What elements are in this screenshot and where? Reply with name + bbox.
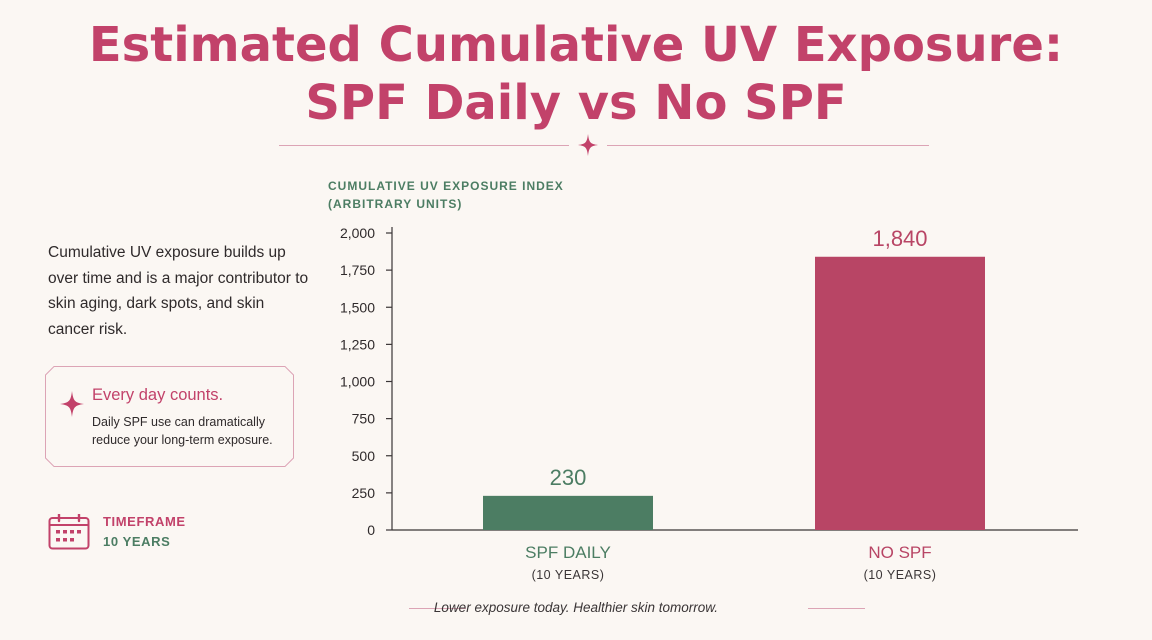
bar-value-label: 230 — [550, 465, 587, 490]
y-tick-label: 500 — [352, 448, 376, 464]
bar-value-label: 1,840 — [872, 226, 927, 251]
title-divider-right — [607, 145, 929, 146]
timeframe-label: TIMEFRAME — [103, 514, 186, 529]
title-divider-left — [279, 145, 569, 146]
y-axis-label-line-1: CUMULATIVE UV EXPOSURE INDEX — [328, 179, 564, 193]
footer-divider-left — [409, 608, 466, 609]
callout-title: Every day counts. — [92, 386, 224, 404]
x-category-label: NO SPF — [868, 543, 931, 562]
y-tick-label: 2,000 — [340, 225, 375, 241]
y-tick-label: 1,250 — [340, 336, 375, 352]
divider-sparkle-icon — [578, 134, 598, 156]
footer-divider-right — [808, 608, 865, 609]
footer-tagline: Lower exposure today. Healthier skin tom… — [433, 600, 719, 615]
x-category-sublabel: (10 YEARS) — [864, 568, 937, 582]
y-tick-label: 250 — [352, 485, 376, 501]
title-line-2: SPF Daily vs No SPF — [305, 75, 847, 131]
intro-text: Cumulative UV exposure builds up over ti… — [48, 244, 309, 338]
callout-frame — [45, 366, 294, 467]
y-tick-label: 0 — [367, 522, 375, 538]
page-title: Estimated Cumulative UV Exposure: SPF Da… — [0, 16, 1152, 132]
bar-no-spf — [815, 256, 985, 530]
y-axis-label: CUMULATIVE UV EXPOSURE INDEX (ARBITRARY … — [328, 177, 564, 213]
bar-spf-daily — [483, 495, 653, 530]
y-tick-label: 1,500 — [340, 299, 375, 315]
callout-box: Every day counts. Daily SPF use can dram… — [45, 366, 294, 467]
y-tick-label: 1,000 — [340, 374, 375, 390]
calendar-icon — [48, 514, 90, 550]
sparkle-icon — [60, 391, 84, 417]
timeframe-value: 10 YEARS — [103, 534, 171, 549]
y-axis-label-line-2: (ARBITRARY UNITS) — [328, 197, 463, 211]
x-category-sublabel: (10 YEARS) — [532, 568, 605, 582]
title-line-1: Estimated Cumulative UV Exposure: — [88, 17, 1064, 73]
callout-text: Daily SPF use can dramatically reduce yo… — [92, 415, 273, 447]
y-tick-label: 1,750 — [340, 262, 375, 278]
x-category-label: SPF DAILY — [525, 543, 611, 562]
y-tick-label: 750 — [352, 411, 376, 427]
